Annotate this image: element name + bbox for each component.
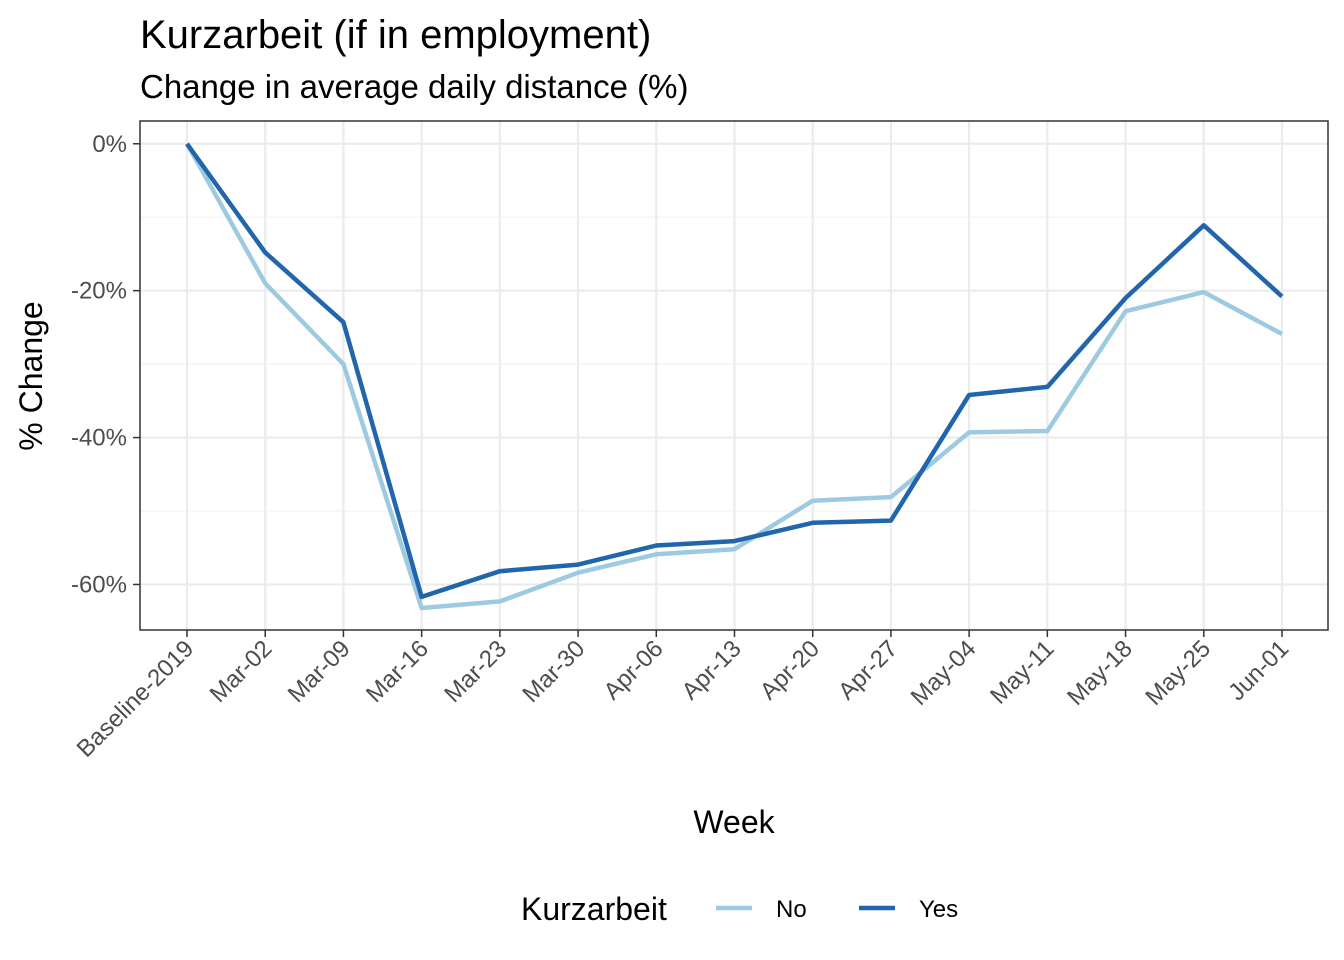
- x-tick-label: May-04: [906, 635, 982, 711]
- x-tick-label: Baseline-2019: [72, 635, 200, 763]
- x-tick-label: Apr-20: [755, 635, 825, 705]
- grid-lines: [140, 121, 1328, 630]
- y-tick-label: -20%: [71, 278, 127, 305]
- series-lines: [185, 142, 1284, 611]
- y-axis-title: % Change: [13, 301, 49, 450]
- y-tick-label: 0%: [92, 131, 127, 158]
- y-tick-label: -60%: [71, 571, 127, 598]
- legend-title: Kurzarbeit: [521, 891, 667, 927]
- y-axis: 0% -20% -40% -60%: [71, 131, 140, 598]
- chart-subtitle: Change in average daily distance (%): [140, 68, 688, 105]
- x-tick-label: Apr-13: [677, 635, 747, 705]
- x-axis: Baseline-2019 Mar-02 Mar-09 Mar-16 Mar-23 Mar…: [72, 630, 1294, 763]
- x-tick-label: May-11: [985, 635, 1059, 709]
- series-line-no: [185, 142, 1284, 611]
- x-tick-label: Jun-01: [1223, 635, 1294, 706]
- x-tick-label: Mar-02: [205, 635, 278, 708]
- x-tick-label: Apr-27: [833, 635, 903, 705]
- series-line-yes: [185, 142, 1284, 600]
- x-tick-label: Mar-23: [439, 635, 512, 708]
- x-tick-label: Mar-30: [517, 635, 590, 708]
- y-tick-label: -40%: [71, 425, 127, 452]
- legend-label-no: No: [776, 896, 807, 923]
- x-tick-label: Apr-06: [598, 635, 668, 705]
- x-tick-label: Mar-16: [361, 635, 434, 708]
- x-tick-label: May-18: [1062, 635, 1138, 711]
- legend-label-yes: Yes: [919, 896, 958, 923]
- x-tick-label: Mar-09: [283, 635, 356, 708]
- legend: Kurzarbeit No Yes: [521, 891, 958, 927]
- chart-title: Kurzarbeit (if in employment): [140, 13, 651, 57]
- x-tick-label: May-25: [1140, 635, 1216, 711]
- x-axis-title: Week: [693, 804, 775, 840]
